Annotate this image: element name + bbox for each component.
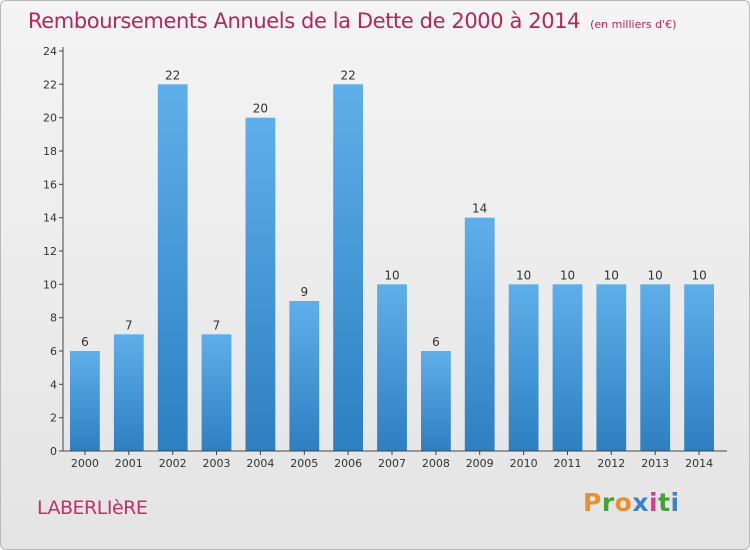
bar-2009 [464,217,495,451]
x-tick-label: 2005 [290,457,318,470]
y-tick-label: 8 [50,312,57,325]
bar-2004 [245,117,276,451]
x-tick-label: 2002 [159,457,187,470]
bar-2003 [201,334,232,451]
x-tick-label: 2007 [378,457,406,470]
data-label-2012: 10 [604,268,619,282]
x-tick-label: 2011 [554,457,582,470]
bar-2000 [70,351,100,451]
x-tick-label: 2004 [246,457,274,470]
data-label-2007: 10 [384,268,399,282]
data-label-2003: 7 [213,318,221,332]
y-tick-label: 2 [50,412,57,425]
logo-letter: o [614,488,633,517]
x-tick-label: 2014 [685,457,713,470]
data-label-2001: 7 [125,318,133,332]
logo-letter: P [583,488,602,517]
commune-name: LABERLIèRE [37,497,148,519]
x-tick-label: 2010 [510,457,538,470]
data-label-2009: 14 [472,202,487,216]
data-label-2005: 9 [300,285,308,299]
x-tick-label: 2006 [334,457,362,470]
x-tick-label: 2008 [422,457,450,470]
y-tick-label: 12 [43,245,57,258]
data-label-2002: 22 [165,68,180,82]
bar-2013 [640,284,671,451]
y-tick-label: 16 [43,178,57,191]
bar-2010 [508,284,539,451]
bar-2007 [377,284,407,451]
logo-letter: i [649,488,659,517]
y-tick-label: 18 [43,145,57,158]
data-label-2000: 6 [81,335,89,349]
data-label-2004: 20 [253,102,268,116]
bar-2002 [157,84,188,452]
proxiti-logo[interactable]: Proxiti [583,488,680,517]
bar-2014 [684,284,714,451]
chart-title-text: Remboursements Annuels de la Dette de 20… [28,9,581,33]
x-tick-label: 2000 [71,457,99,470]
data-label-2010: 10 [516,268,531,282]
data-label-2013: 10 [648,268,663,282]
bar-2011 [552,284,583,451]
data-label-2014: 10 [691,268,706,282]
chart-title: Remboursements Annuels de la Dette de 20… [28,9,676,33]
bar-2008 [421,351,451,451]
bar-2005 [289,301,320,451]
x-tick-label: 2013 [641,457,669,470]
y-tick-label: 10 [43,278,57,291]
x-tick-label: 2003 [203,457,231,470]
x-tick-label: 2012 [597,457,625,470]
y-tick-label: 6 [50,345,57,358]
bar-2006 [333,84,363,452]
logo-letter: r [601,488,615,517]
logo-letter: i [670,488,680,517]
y-tick-label: 22 [43,78,57,91]
y-tick-label: 20 [43,112,57,125]
x-tick-label: 2001 [115,457,143,470]
logo-letter: t [658,488,671,517]
y-tick-label: 14 [43,212,57,225]
bar-2001 [113,334,144,451]
y-tick-label: 4 [50,378,57,391]
y-tick-label: 0 [50,445,57,458]
data-label-2011: 10 [560,268,575,282]
data-label-2008: 6 [432,335,440,349]
bar-2012 [596,284,627,451]
data-label-2006: 22 [340,68,355,82]
y-tick-label: 24 [43,45,57,58]
x-tick-label: 2009 [466,457,494,470]
logo-letter: x [632,488,649,517]
chart-unit: (en milliers d'€) [590,18,677,31]
